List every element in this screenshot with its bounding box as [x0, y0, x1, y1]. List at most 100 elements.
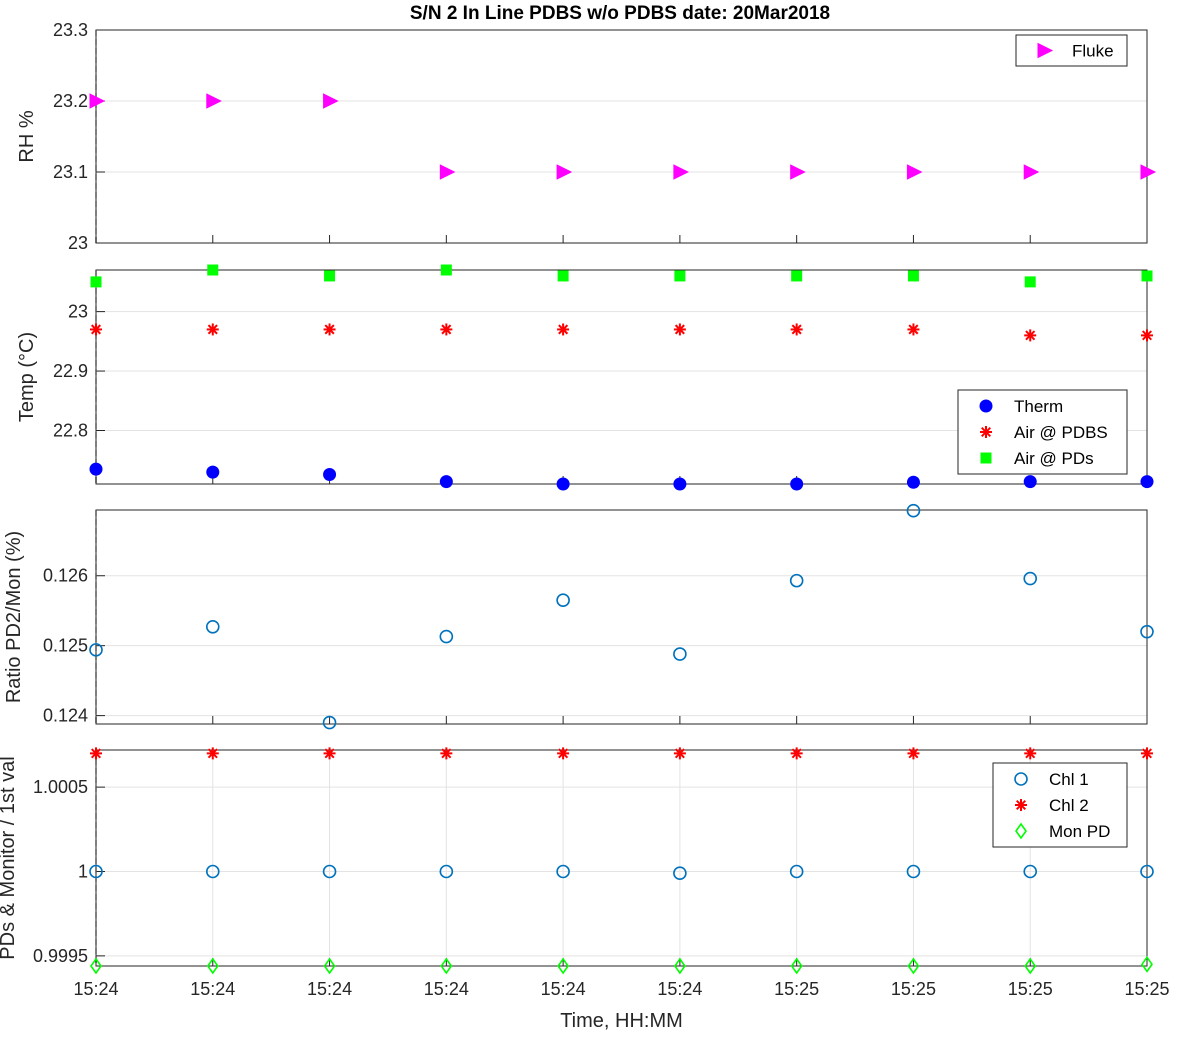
y-tick-label: 22.9	[53, 361, 88, 381]
data-point	[1023, 475, 1037, 489]
data-point	[907, 270, 919, 282]
data-point	[323, 467, 337, 481]
y-tick-label: 1	[78, 862, 88, 882]
y-tick-label: 1.0005	[33, 777, 88, 797]
chart-title: S/N 2 In Line PDBS w/o PDBS date: 20Mar2…	[410, 3, 830, 24]
data-point	[89, 462, 103, 476]
y-tick-label: 0.126	[43, 566, 88, 586]
legend-marker	[980, 452, 992, 464]
data-point	[673, 323, 686, 336]
legend: Fluke	[1015, 34, 1128, 67]
data-point	[907, 957, 920, 975]
data-point	[439, 864, 454, 879]
axes-box	[95, 509, 1148, 725]
data-point	[906, 164, 923, 180]
legend-marker	[980, 426, 992, 438]
data-point	[90, 957, 102, 975]
data-point	[323, 93, 339, 109]
data-point	[90, 323, 102, 336]
data-point	[322, 864, 337, 879]
y-axis-label: PDs & Monitor / 1st val	[0, 756, 19, 959]
data-point	[1141, 955, 1153, 973]
data-point	[789, 573, 804, 588]
data-point	[323, 957, 336, 975]
data-point	[673, 477, 687, 491]
data-point	[207, 264, 219, 276]
data-point	[1024, 276, 1036, 288]
data-point	[673, 164, 690, 180]
data-point	[791, 270, 803, 282]
panel-3: 0.124 0.125 0.126 Ratio PD2/Mon (%)	[3, 503, 1154, 730]
y-tick-label: 23	[68, 302, 88, 322]
data-point	[90, 747, 102, 760]
data-point	[206, 323, 219, 336]
data-point	[206, 93, 222, 109]
data-point	[906, 864, 921, 879]
legend-label: Therm	[1014, 397, 1063, 416]
data-point	[1023, 864, 1038, 879]
y-axis-label: RH %	[16, 110, 38, 162]
data-point	[322, 715, 337, 730]
data-point	[1024, 747, 1037, 760]
series-air-pdbs	[90, 323, 1153, 342]
data-point	[206, 957, 219, 975]
series-chl-1	[89, 864, 1154, 880]
data-point	[323, 323, 336, 336]
y-tick-label: 23.1	[53, 162, 88, 182]
data-point	[1024, 329, 1037, 342]
y-tick-label: 23.2	[53, 91, 88, 111]
legend-marker	[1015, 799, 1027, 811]
x-tick-label: 15:24	[190, 979, 235, 999]
legend-label: Mon PD	[1049, 822, 1110, 841]
data-point	[1141, 329, 1153, 342]
data-point	[439, 164, 456, 180]
legend-label: Chl 1	[1049, 770, 1089, 789]
data-point	[556, 593, 570, 608]
legend-marker	[1015, 822, 1027, 840]
x-tick-label: 15:25	[774, 979, 819, 999]
data-point	[440, 323, 453, 336]
series-air-pds	[90, 264, 1153, 288]
data-point	[206, 465, 220, 479]
panel-2: 22.8 22.9 23 Temp (°C) Therm Air @ PDBS Air @ …	[16, 264, 1154, 491]
data-point	[790, 747, 803, 760]
data-point	[906, 475, 920, 489]
data-point	[557, 957, 570, 975]
x-tick-label: 15:25	[1008, 979, 1053, 999]
x-tick-label: 15:24	[424, 979, 469, 999]
data-point	[89, 643, 103, 657]
data-point	[673, 957, 686, 975]
data-point	[324, 270, 336, 282]
data-point	[323, 747, 336, 760]
x-tick-label: 15:24	[307, 979, 352, 999]
data-point	[556, 477, 570, 491]
data-point	[673, 647, 687, 661]
y-axis-label: Ratio PD2/Mon (%)	[3, 531, 25, 703]
x-axis-label: Time, HH:MM	[560, 1010, 683, 1032]
data-point	[440, 747, 453, 760]
data-point	[440, 264, 452, 276]
data-point	[790, 477, 804, 491]
data-point	[557, 747, 570, 760]
data-point	[1141, 747, 1153, 760]
series-mon-pd	[90, 955, 1153, 975]
legend-marker	[1037, 42, 1054, 59]
axes-box	[95, 749, 1148, 967]
y-axis-label: Temp (°C)	[16, 332, 38, 422]
series-ratio	[89, 503, 1154, 730]
series-fluke	[89, 93, 1157, 180]
data-point	[89, 93, 106, 109]
y-tick-label: 0.124	[43, 706, 88, 726]
panel-1: 23 23.1 23.2 23.3 RH % Fluke	[16, 20, 1157, 253]
x-tick-label: 15:24	[657, 979, 702, 999]
data-point	[90, 276, 102, 288]
legend-marker	[1014, 772, 1028, 786]
data-point	[790, 164, 806, 180]
x-tick-label: 15:24	[541, 979, 586, 999]
data-point	[673, 866, 687, 880]
panel-4: 0.9995 1 1.0005 PDs & Monitor / 1st val Chl …	[0, 747, 1170, 1032]
data-point	[557, 323, 570, 336]
y-tick-label: 23.3	[53, 20, 88, 40]
data-point	[557, 270, 569, 282]
data-point	[1140, 864, 1154, 879]
